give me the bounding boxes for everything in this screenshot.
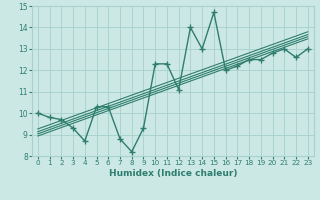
X-axis label: Humidex (Indice chaleur): Humidex (Indice chaleur) — [108, 169, 237, 178]
